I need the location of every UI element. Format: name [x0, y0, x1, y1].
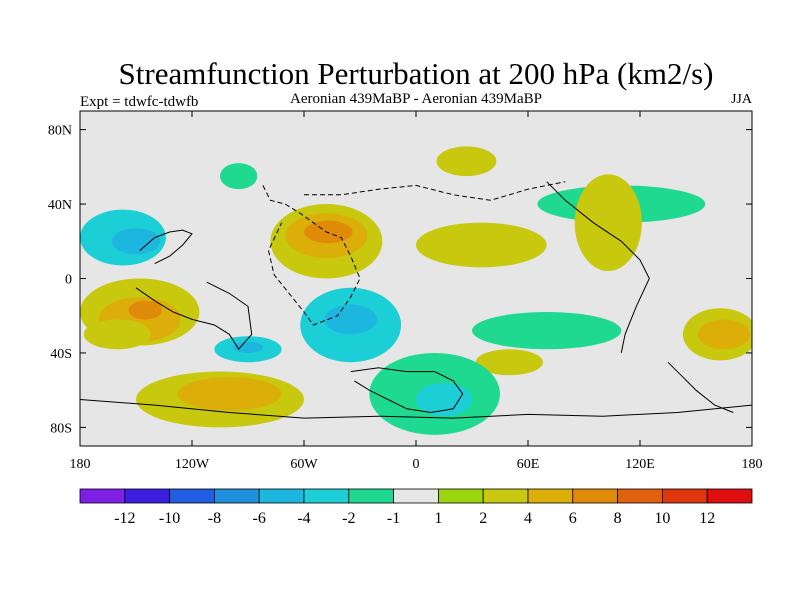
colorbar-label-11: 8: [614, 510, 622, 527]
shaded-region-6: [436, 146, 497, 177]
shaded-region-13: [83, 319, 151, 350]
shaded-region-21: [697, 319, 751, 350]
colorbar-label-8: 2: [479, 510, 487, 527]
colorbar-box-3: [213, 488, 260, 504]
colorbar-label-7: 1: [434, 510, 442, 527]
colorbar-box-11: [572, 488, 618, 504]
x-tick-label-5: 120E: [625, 457, 655, 472]
chart-left-subtitle: Expt = tdwfc-tdwfb: [80, 94, 198, 110]
colorbar-label-10: 6: [569, 510, 577, 527]
y-tick-label-4: 80S: [50, 421, 72, 436]
colorbar-label-12: 10: [654, 510, 670, 527]
shaded-region-18: [472, 312, 622, 350]
colorbar-box-9: [482, 488, 529, 504]
shaded-region-19: [475, 349, 543, 376]
plot-area: [79, 110, 753, 447]
colorbar-label-6: -1: [387, 510, 400, 527]
shaded-region-12: [128, 300, 163, 320]
colorbar-box-2: [169, 488, 215, 504]
colorbar-box-14: [706, 488, 753, 504]
colorbar-label-13: 12: [699, 510, 715, 527]
chart-center-subtitle: Aeronian 439MaBP - Aeronian 439MaBP: [290, 91, 542, 107]
shaded-region-17: [233, 341, 263, 353]
plot-content: [80, 111, 752, 446]
shaded-region-25: [416, 382, 472, 417]
colorbar-box-12: [617, 488, 663, 504]
shaded-region-2: [220, 163, 258, 190]
x-tick-label-1: 120W: [175, 457, 210, 472]
coastline-5: [304, 181, 566, 201]
colorbar-label-2: -8: [208, 510, 221, 527]
colorbar-label-4: -4: [297, 510, 310, 527]
y-tick-label-3: 40S: [50, 347, 72, 362]
x-tick-label-6: 180: [742, 457, 763, 472]
shaded-region-9: [574, 174, 642, 272]
colorbar-box-10: [527, 488, 574, 504]
colorbar-box-6: [348, 488, 394, 504]
colorbar-box-0: [79, 488, 126, 504]
shaded-region-7: [416, 222, 547, 268]
shaded-region-5: [304, 220, 353, 244]
x-tick-label-3: 0: [413, 457, 420, 472]
colorbar-box-5: [303, 488, 350, 504]
coastline-7: [667, 361, 734, 413]
coastline-4: [546, 181, 650, 354]
coastline-2: [139, 229, 193, 265]
colorbar-label-1: -10: [159, 510, 180, 527]
chart-title: Streamfunction Perturbation at 200 hPa (…: [119, 56, 714, 91]
colorbar-box-13: [662, 488, 708, 504]
y-tick-label-1: 40N: [48, 198, 72, 213]
axes: 180 120W 60W 0 60E 120E 180 80N 40N 0 40S 80S: [48, 111, 763, 472]
colorbar-label-5: -2: [342, 510, 355, 527]
colorbar-box-4: [258, 488, 305, 504]
x-tick-label-2: 60W: [290, 457, 318, 472]
x-tick-label-0: 180: [70, 457, 91, 472]
colorbar-label-3: -6: [253, 510, 266, 527]
colorbar-box-8: [437, 488, 484, 504]
y-tick-label-0: 80N: [48, 124, 72, 139]
coastline-3: [350, 367, 464, 414]
chart-right-subtitle: JJA: [731, 92, 753, 107]
colorbar-box-7: [393, 488, 439, 504]
colorbar: -12 -10 -8 -6 -4 -2 -1 1 2 4 6 8 10 12: [79, 488, 753, 527]
colorbar-label-0: -12: [114, 510, 135, 527]
coastline-6: [80, 399, 752, 419]
shaded-region-15: [324, 304, 377, 335]
coastline-1: [135, 281, 253, 351]
x-tick-label-4: 60E: [517, 457, 540, 472]
colorbar-box-1: [124, 488, 171, 504]
y-tick-label-2: 0: [65, 273, 72, 288]
shaded-region-23: [177, 377, 282, 411]
shaded-region-1: [111, 228, 161, 255]
colorbar-label-9: 4: [524, 510, 532, 527]
coastline-0: [262, 185, 361, 326]
